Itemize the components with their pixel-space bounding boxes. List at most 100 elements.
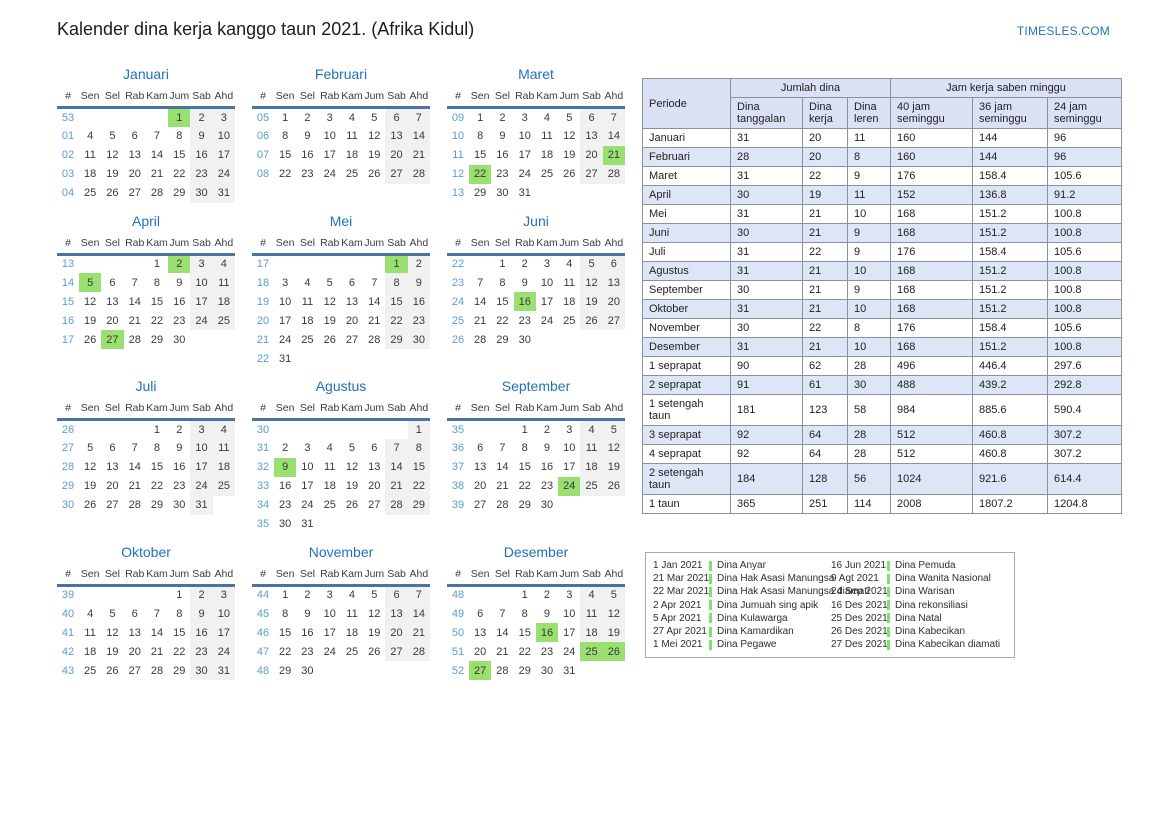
day-cell: 8 [282, 607, 289, 620]
table-row: 1 taun 365 251 114 2008 1807.2 1204.8 [642, 494, 1122, 514]
calendar-header-row: # Sen Sel Rab Kam Jum Sab Ahd [447, 564, 625, 587]
day-cell: 16 [190, 623, 213, 642]
value-cell: 885.6 [972, 394, 1048, 426]
day-header: Kam [535, 87, 559, 109]
calendar-week-row: 24 14 15 16 17 18 19 20 [447, 292, 625, 311]
day-cell: 30 [540, 499, 554, 511]
value-cell: 21 [802, 280, 848, 300]
day-cell: 30 [173, 499, 186, 511]
day-cell: 21 [128, 480, 141, 492]
day-cell: 25 [580, 642, 603, 661]
day-cell: 6 [385, 107, 408, 127]
holiday-name: Dina rekonsiliasi [895, 599, 968, 611]
day-cell: 4 [212, 419, 235, 439]
site-link[interactable]: TIMESLES.COM [1016, 24, 1110, 38]
day-cell: 13 [368, 461, 381, 473]
day-cell: 14 [128, 295, 141, 308]
week-number: 01 [61, 130, 75, 142]
day-cell: 11 [301, 295, 314, 308]
calendar-week-row: 03 18 19 20 21 22 23 24 [57, 164, 235, 184]
day-cell: 14 [474, 295, 487, 308]
value-cell: 365 [730, 494, 803, 514]
day-cell: 31 [190, 495, 213, 515]
week-number: 29 [61, 480, 75, 492]
week-number: 26 [61, 423, 75, 436]
value-cell: 460.8 [972, 425, 1048, 445]
holiday-date: 5 Apr 2021 [653, 612, 702, 624]
day-cell: 26 [84, 499, 97, 511]
holiday-name: Dina Hak Asasi Manungsa diamati [717, 586, 870, 598]
day-cell: 19 [345, 480, 359, 492]
holiday-name: Dina Pegawe [717, 639, 777, 651]
holiday-item: 1 Jan 2021 Dina Anyar [653, 559, 831, 572]
value-cell: 144 [972, 147, 1048, 167]
day-cell: 18 [212, 292, 235, 311]
day-cell: 7 [407, 107, 430, 127]
month-januari: Januari # Sen Sel Rab Kam Jum Sab Ahd 53 1 2 3 01 4 5 6 7… [57, 56, 235, 203]
value-cell: 19 [802, 185, 848, 205]
week-number: 03 [61, 168, 75, 180]
week-number: 16 [61, 314, 75, 327]
holiday-date: 1 Jan 2021 [653, 560, 703, 571]
day-cell: 18 [540, 149, 554, 161]
day-cell: 7 [131, 442, 138, 454]
calendar-table: # Sen Sel Rab Kam Jum Sab Ahd 48 1 2 3 4 5 49 6 7 8 9 10 11 1… [447, 564, 625, 680]
day-cell: 21 [150, 645, 164, 658]
day-cell: 24 [518, 168, 531, 180]
calendars: Januari # Sen Sel Rab Kam Jum Sab Ahd 53 1 2 3 01 4 5 6 7… [57, 56, 642, 680]
month-april: April # Sen Sel Rab Kam Jum Sab Ahd 13 1 2 3 4 14 5 6 7 8 9… [57, 203, 235, 369]
calendar-week-row: 43 25 26 27 28 29 30 31 [57, 661, 235, 680]
day-cell: 10 [540, 276, 554, 289]
day-cell [536, 184, 558, 203]
day-cell: 10 [563, 442, 576, 454]
value-cell: 151.2 [972, 280, 1048, 300]
holiday-date: 27 Des 2021 [831, 639, 888, 651]
day-cell: 25 [301, 333, 314, 346]
day-cell: 21 [150, 168, 164, 180]
day-cell: 13 [106, 295, 119, 308]
value-cell: 151.2 [972, 299, 1048, 319]
value-cell: 31 [730, 166, 803, 186]
day-cell: 31 [563, 664, 576, 677]
week-number: 21 [256, 333, 270, 346]
day-cell: 2 [407, 254, 430, 273]
day-cell: 15 [385, 292, 408, 311]
value-cell: 31 [730, 128, 803, 148]
week-hash-header: # [57, 564, 79, 587]
day-cell: 9 [543, 607, 551, 620]
page-title: Kalender dina kerja kanggo taun 2021. (A… [57, 19, 475, 39]
day-cell: 10 [301, 461, 314, 473]
day-cell: 12 [84, 461, 97, 473]
day-cell: 22 [173, 168, 186, 180]
day-cell: 15 [474, 149, 487, 161]
day-cell: 23 [301, 168, 314, 180]
calendar-week-row: 22 1 2 3 4 5 6 [447, 254, 625, 273]
day-cell: 11 [580, 604, 603, 623]
day-cell: 12 [106, 626, 119, 639]
day-cell: 23 [173, 480, 186, 492]
holiday-name: Dina Wanita Nasional [895, 573, 991, 585]
week-number: 39 [451, 499, 465, 511]
calendar-week-row: 09 1 2 3 4 5 6 7 [447, 107, 625, 127]
day-cell: 17 [212, 145, 235, 165]
day-header: Sel [491, 399, 514, 421]
day-cell: 9 [274, 457, 297, 477]
day-header: Kam [145, 87, 169, 109]
day-cell: 2 [282, 442, 289, 454]
value-cell: 9 [847, 242, 891, 262]
day-cell: 21 [368, 314, 381, 327]
day-cell: 18 [580, 457, 603, 477]
week-number: 28 [61, 461, 75, 473]
calendar-week-row: 29 19 20 21 22 23 24 25 [57, 476, 235, 496]
day-cell: 5 [79, 273, 102, 292]
month-mei: Mei # Sen Sel Rab Kam Jum Sab Ahd 17 1 2 18 3 4 5 6 7 8 9 19… [252, 203, 430, 369]
day-cell: 19 [563, 149, 576, 161]
holiday-date: 16 Jun 2021 [831, 560, 887, 571]
day-cell: 29 [173, 664, 186, 677]
day-cell: 19 [84, 480, 97, 492]
value-cell: 96 [1047, 128, 1122, 148]
day-cell: 31 [518, 187, 531, 199]
calendar-week-row: 42 18 19 20 21 22 23 24 [57, 642, 235, 661]
day-cell: 30 [518, 333, 531, 346]
week-number: 13 [61, 258, 75, 271]
